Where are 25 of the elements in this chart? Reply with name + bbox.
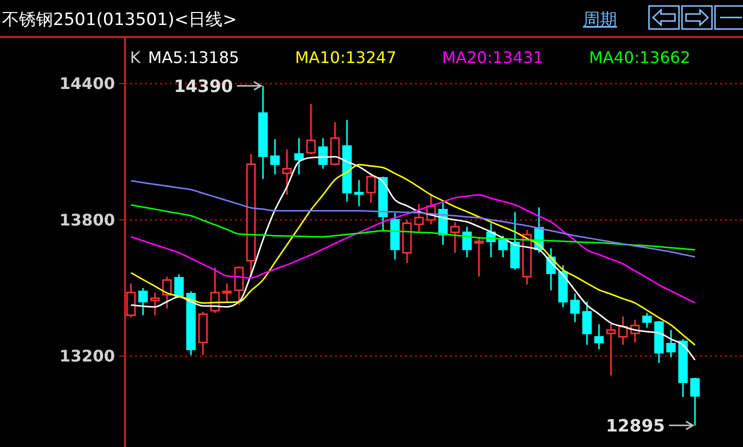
candlestick <box>618 316 628 346</box>
text: MA20:13431 <box>442 48 544 67</box>
y-tick-label: 13200 <box>59 346 115 366</box>
candlestick <box>258 85 268 180</box>
line-series <box>130 194 696 304</box>
candlestick <box>282 148 292 196</box>
candlestick <box>354 179 364 207</box>
candlestick <box>342 119 352 202</box>
legend-title: K <box>130 48 141 67</box>
text: MA5:13185 <box>148 48 240 67</box>
candlestick <box>162 276 172 310</box>
text: MA10:13247 <box>295 48 396 67</box>
y-tick-label: 14400 <box>59 74 115 94</box>
annotation: 14390 <box>174 76 234 97</box>
candlestick <box>582 300 592 346</box>
line-series <box>130 204 696 251</box>
line-series <box>130 180 696 258</box>
text: 周期 <box>583 10 617 30</box>
candlestick <box>246 153 256 278</box>
annotation: 12895 <box>606 416 665 436</box>
candlestick <box>270 138 280 176</box>
text: MA40:13662 <box>589 48 690 67</box>
chart-title: 不锈钢2501(013501)<日线> <box>2 10 237 30</box>
candlestick <box>294 137 304 176</box>
y-tick-label: 13800 <box>59 210 115 230</box>
